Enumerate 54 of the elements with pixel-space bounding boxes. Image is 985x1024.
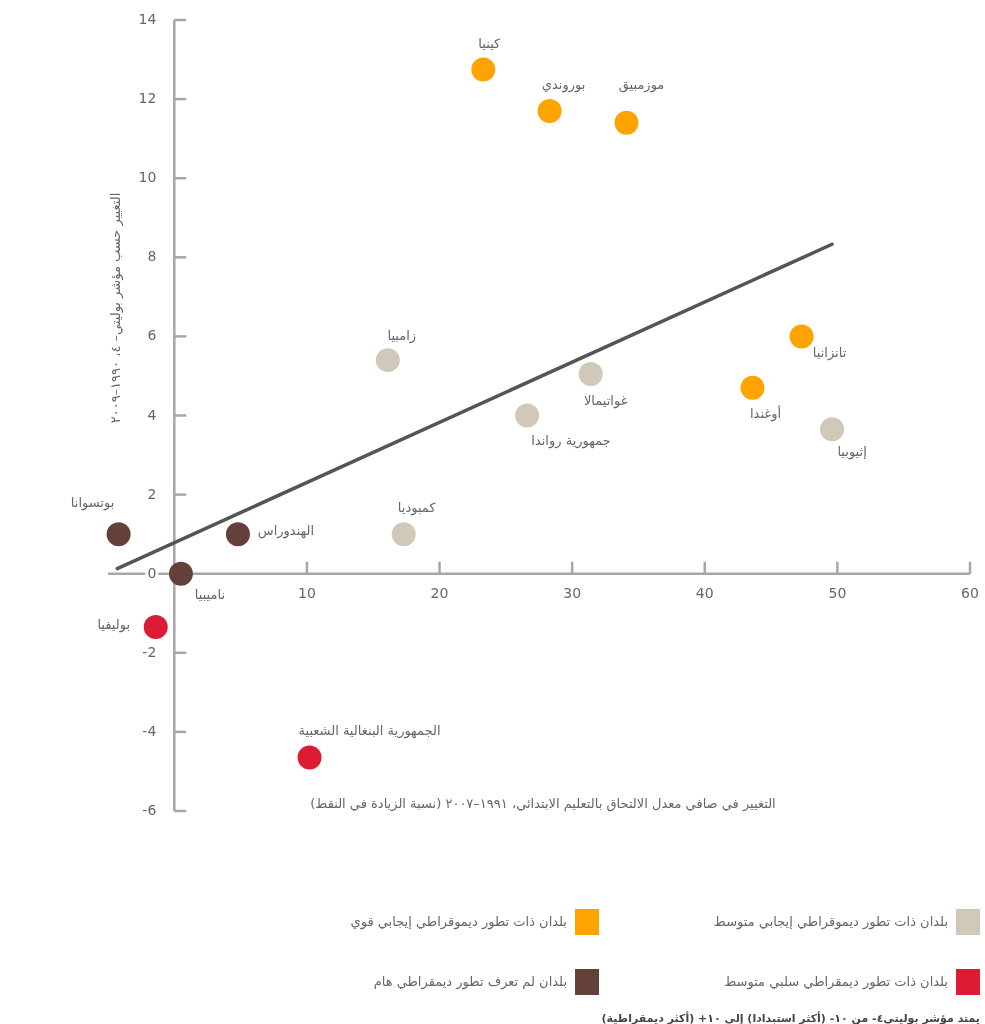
- point: [106, 522, 131, 547]
- annotation: الهندوراس: [257, 522, 315, 539]
- annotation: بوروندي: [541, 77, 586, 94]
- x-tick-label: 30: [563, 584, 582, 601]
- point: [614, 110, 639, 135]
- annotation: موزمبيق: [618, 77, 665, 94]
- point: [391, 522, 416, 547]
- point: [168, 561, 193, 586]
- annotation: تانزانيا: [812, 344, 847, 361]
- annotation: غواتيمالا: [583, 393, 628, 410]
- legend-label: بلدان ذات تطور ديمقراطي سلبي متوسط: [724, 973, 948, 990]
- point: [143, 615, 168, 640]
- y-tick-label: 10: [138, 169, 157, 186]
- y-tick-label: 2: [147, 485, 157, 502]
- y-axis-title: التغيير حسب مؤشر بوليتي– ٤، ١٩٩٠–٢٠٠٩: [108, 192, 124, 424]
- y-tick-label: -4: [142, 722, 157, 739]
- point: [820, 417, 845, 442]
- point: [578, 361, 603, 386]
- point: [537, 98, 562, 123]
- legend-label: بلدان لم تعرف تطور ديمقراطي هام: [373, 973, 567, 990]
- x-tick-label: 20: [430, 584, 449, 601]
- x-axis-title: التغيير في صافي معدل الالتحاق بالتعليم الابتدائي، ١٩٩١–٢٠٠٧ (نسبة الزيادة في النقط): [310, 796, 776, 812]
- point: [375, 348, 400, 373]
- annotation: بوليفيا: [97, 616, 131, 633]
- y-tick-label: 12: [138, 90, 157, 107]
- annotation: جمهورية رواندا: [531, 433, 611, 449]
- y-tick-label: 6: [147, 327, 157, 344]
- x-tick-label: 60: [961, 584, 979, 601]
- y-tick-label: 14: [138, 11, 157, 27]
- point: [471, 57, 496, 82]
- point: [225, 522, 250, 547]
- annotation: كينيا: [478, 35, 502, 51]
- y-tick-label: -2: [142, 643, 157, 660]
- x-tick-label: 10: [298, 584, 316, 601]
- y-tick-label: 4: [147, 406, 157, 423]
- annotation: زامبيا: [387, 327, 417, 344]
- annotation: الجمهورية البنغالية الشعبية: [298, 723, 441, 740]
- legend-label: بلدان ذات تطور ديموقراطي إيجابي متوسط: [713, 913, 948, 930]
- annotation: كمبوديا: [397, 499, 437, 516]
- point: [789, 324, 814, 349]
- text: يمتد مؤشر بوليتي٤- من ١٠- (أكثر استبدادا) إلى ١٠+ (أكثر ديمقراطية): [601, 1011, 980, 1024]
- y-tick-label: 0: [147, 564, 157, 581]
- y-tick-label: -6: [142, 802, 157, 818]
- y-tick-label: 8: [147, 248, 157, 265]
- point: [515, 403, 540, 428]
- point: [297, 745, 322, 770]
- annotation: بوتسوانا: [70, 494, 115, 511]
- annotation: ناميبيا: [194, 587, 226, 603]
- annotation: أوغندا: [749, 405, 782, 423]
- x-tick-label: 50: [828, 584, 847, 601]
- legend-label: بلدان ذات تطور ديموقراطي إيجابي قوي: [350, 913, 567, 930]
- x-tick-label: 40: [695, 584, 714, 601]
- point: [740, 375, 765, 400]
- annotation: إثيوبيا: [837, 443, 867, 460]
